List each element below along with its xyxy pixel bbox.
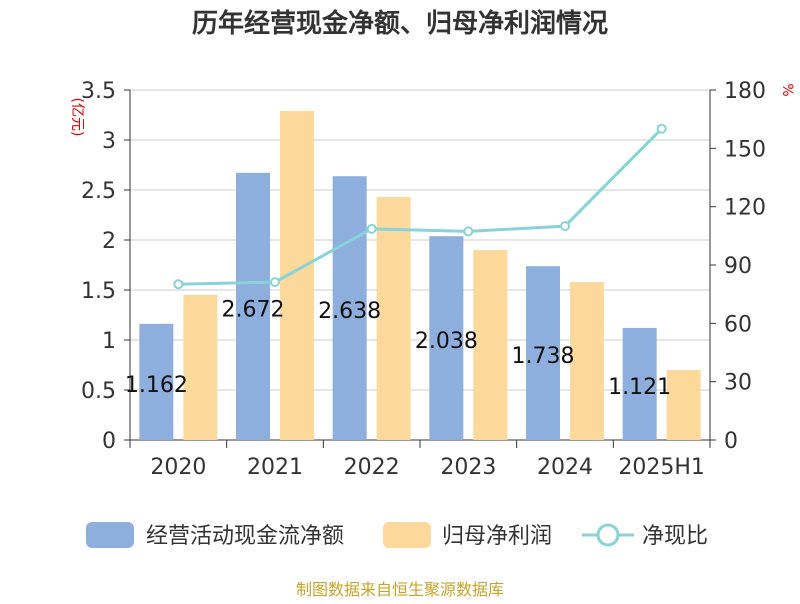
legend-swatch-netprofit <box>383 522 431 548</box>
bar-netprofit <box>570 282 604 440</box>
bar-netprofit <box>376 197 411 440</box>
x-tick-label: 2022 <box>344 455 400 480</box>
right-tick-label: 120 <box>724 196 766 221</box>
data-label-cashflow: 2.038 <box>415 329 478 354</box>
left-tick-label: 1.5 <box>81 279 116 304</box>
axis-layer: 0 0.5 1 1.5 2 2.5 3 3.5 0 30 60 90 120 150 180 2020 2021… <box>81 79 766 480</box>
bar-cashflow <box>332 176 367 440</box>
legend-item-cashflow[interactable]: 经营活动现金流净额 <box>86 522 344 549</box>
source-note: 制图数据来自恒生聚源数据库 <box>296 580 504 599</box>
grid-layer <box>130 89 710 391</box>
left-tick-label: 0.5 <box>81 379 116 404</box>
x-tick-label: 2021 <box>247 455 303 480</box>
point-ratio <box>560 221 570 232</box>
right-tick-label: 30 <box>724 371 752 396</box>
bar-netprofit <box>183 295 218 440</box>
point-ratio <box>463 226 474 237</box>
left-tick-label: 2.5 <box>81 179 116 204</box>
point-ratio <box>366 223 377 234</box>
legend-label-netprofit: 归母净利润 <box>442 524 552 549</box>
left-tick-label: 3.5 <box>81 79 116 104</box>
legend-swatch-cashflow <box>86 522 134 548</box>
bar-cashflow <box>429 236 464 440</box>
legend-marker-ratio <box>596 523 620 547</box>
x-tick-label: 2025H1 <box>618 455 705 480</box>
data-label-cashflow: 1.121 <box>608 375 671 400</box>
left-tick-label: 0 <box>102 429 116 454</box>
left-tick-label: 1 <box>102 329 116 354</box>
legend-item-ratio[interactable]: 净现比 <box>582 523 708 549</box>
bar-cashflow <box>139 323 174 440</box>
data-label-cashflow: 2.672 <box>222 297 285 322</box>
x-tick-label: 2024 <box>537 455 593 480</box>
data-label-cashflow: 1.738 <box>512 344 575 369</box>
left-tick-label: 2 <box>102 229 116 254</box>
point-ratio <box>270 277 280 288</box>
bar-netprofit <box>473 250 508 440</box>
bar-cashflow <box>236 172 270 441</box>
point-ratio <box>173 279 184 290</box>
right-tick-label: 150 <box>724 137 766 162</box>
right-tick-label: 60 <box>724 312 752 337</box>
x-tick-label: 2020 <box>150 455 206 480</box>
right-tick-label: 90 <box>724 254 752 279</box>
bar-netprofit <box>666 370 701 440</box>
line-ratio <box>178 127 663 286</box>
bar-cashflow <box>526 266 560 440</box>
bar-cashflow <box>622 327 657 440</box>
chart-title: 历年经营现金净额、归母净利润情况 <box>192 8 608 39</box>
right-tick-label: 0 <box>724 429 738 454</box>
bar-layer <box>139 111 701 441</box>
legend-label-cashflow: 经营活动现金流净额 <box>146 524 344 549</box>
point-ratio <box>656 123 667 134</box>
left-tick-label: 3 <box>102 129 116 154</box>
label-layer: 1.162 2.672 2.638 2.038 1.738 1.121 <box>125 297 671 400</box>
right-tick-label: 180 <box>724 79 766 104</box>
left-axis-unit: (亿元) <box>69 98 85 137</box>
right-axis-unit: % <box>779 83 795 96</box>
x-tick-label: 2023 <box>440 455 496 480</box>
data-label-cashflow: 1.162 <box>125 373 188 398</box>
legend-item-netprofit[interactable]: 归母净利润 <box>383 522 552 549</box>
line-layer <box>173 123 667 290</box>
legend: 经营活动现金流净额 归母净利润 净现比 <box>86 522 708 549</box>
data-label-cashflow: 2.638 <box>318 299 381 324</box>
legend-label-ratio: 净现比 <box>642 524 708 549</box>
